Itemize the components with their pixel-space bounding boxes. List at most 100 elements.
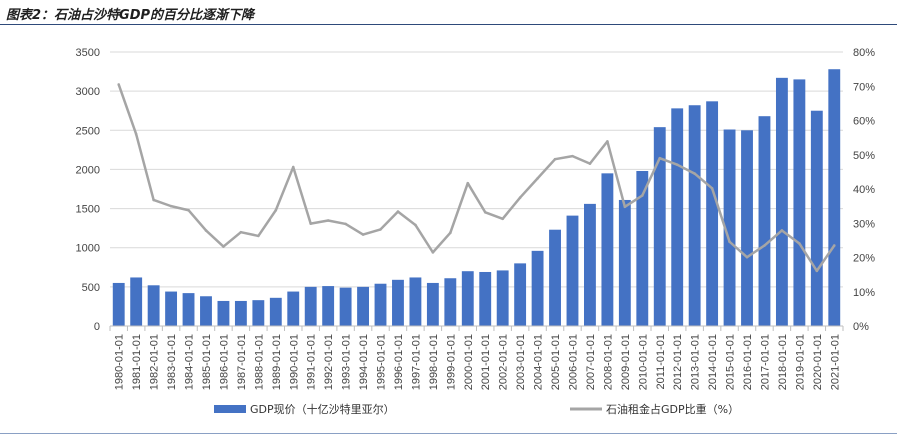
gdp-bar: [793, 79, 806, 327]
oil-rent-point: [501, 217, 504, 221]
x-tick-label: 1995-01-01: [376, 334, 388, 390]
oil-rent-point: [745, 255, 749, 259]
oil-rent-point: [553, 157, 557, 161]
left-tick-label: 500: [82, 282, 100, 294]
x-tick-label: 1980-01-01: [114, 334, 126, 390]
oil-rent-point: [222, 245, 225, 248]
left-tick-label: 3000: [76, 86, 100, 98]
x-tick-label: 1981-01-01: [131, 334, 143, 390]
gdp-bar: [706, 101, 719, 326]
gdp-bar: [147, 285, 160, 326]
oil-rent-point: [152, 198, 155, 202]
x-tick-label: 2019-01-01: [794, 334, 806, 390]
x-tick-label: 2008-01-01: [602, 334, 614, 390]
gdp-bar: [741, 130, 753, 326]
right-tick-label: 50%: [853, 150, 875, 162]
x-tick-label: 1983-01-01: [166, 334, 178, 390]
oil-rent-point: [693, 172, 696, 175]
figure-title: 图表2：石油占沙特GDP的百分比逐渐下降: [6, 8, 255, 23]
right-tick-label: 30%: [853, 218, 875, 230]
gdp-bar: [339, 287, 352, 326]
gdp-bar: [234, 300, 247, 326]
x-tick-label: 2018-01-01: [777, 334, 789, 390]
oil-rent-point: [117, 83, 121, 86]
x-tick-label: 2011-01-01: [655, 334, 667, 389]
oil-rent-point: [431, 251, 435, 254]
gridlines: [110, 51, 843, 288]
x-tick-label: 2007-01-01: [585, 334, 597, 390]
footer-divider: [0, 433, 897, 434]
gdp-bar: [200, 296, 212, 326]
x-tick-label: 1987-01-01: [236, 334, 248, 390]
x-tick-label: 2000-01-01: [463, 334, 475, 390]
oil-rent-line: [117, 83, 836, 273]
x-tick-label: 1999-01-01: [445, 334, 457, 390]
x-tick-label: 1982-01-01: [149, 334, 161, 390]
gdp-bar: [531, 250, 544, 326]
oil-rent-point: [379, 228, 382, 231]
right-tick-label: 0%: [853, 321, 869, 333]
x-axis-ticks: 1980-01-01 1981-01-01 1982-01-01 1983-01-01…: [114, 334, 842, 390]
oil-rent-point: [798, 242, 801, 245]
x-tick-label: 1988-01-01: [253, 334, 265, 390]
oil-rent-point: [239, 230, 243, 234]
oil-rent-point: [326, 219, 330, 222]
legend-label-gdp: GDP现价（十亿沙特里亚尔）: [250, 402, 395, 416]
right-tick-label: 40%: [853, 184, 875, 196]
right-tick-label: 60%: [853, 116, 875, 128]
x-tick-label: 2017-01-01: [759, 334, 771, 390]
x-tick-label: 2009-01-01: [620, 334, 632, 390]
gdp-bar: [165, 291, 178, 326]
left-tick-label: 0: [94, 321, 100, 333]
x-tick-label: 2006-01-01: [567, 334, 579, 390]
oil-rent-point: [640, 194, 644, 197]
oil-rent-point: [169, 204, 173, 208]
oil-rent-point: [483, 210, 487, 214]
gdp-bar: [444, 278, 457, 326]
gdp-bar: [269, 297, 282, 326]
x-tick-label: 2004-01-01: [533, 334, 545, 390]
gdp-bar: [130, 277, 143, 326]
gdp-bar: [479, 271, 492, 326]
x-tick-label: 1989-01-01: [271, 334, 283, 390]
x-tick-label: 2001-01-01: [480, 334, 492, 390]
gdp-bar: [304, 286, 317, 326]
legend-swatch-gdp: [214, 405, 246, 413]
oil-rent-point: [571, 154, 574, 158]
x-tick-label: 2012-01-01: [672, 334, 684, 390]
oil-rent-point: [466, 181, 470, 185]
gdp-bar: [549, 229, 561, 326]
oil-rent-point: [361, 233, 365, 236]
x-tick-label: 1991-01-01: [306, 334, 318, 390]
title-divider: [0, 24, 897, 25]
oil-rent-point: [518, 196, 522, 199]
gdp-bar: [601, 173, 614, 326]
gdp-bar: [758, 116, 771, 327]
oil-rent-point: [134, 132, 138, 136]
oil-rent-point: [344, 222, 347, 226]
oil-rent-point: [291, 165, 295, 169]
gdp-bar: [496, 270, 509, 326]
oil-rent-point: [710, 187, 714, 190]
oil-rent-point: [658, 156, 662, 160]
gdp-bar: [723, 129, 736, 326]
x-tick-label: 2002-01-01: [498, 334, 510, 390]
oil-rent-point: [815, 269, 819, 273]
oil-rent-point: [623, 205, 627, 209]
oil-rent-series-line: [117, 83, 836, 273]
gdp-bar: [810, 110, 823, 326]
gdp-bar: [409, 277, 422, 326]
gdp-bar: [217, 300, 230, 326]
oil-rent-point: [187, 208, 190, 212]
gdp-bar: [426, 282, 439, 326]
oil-rent-point: [396, 210, 400, 213]
left-axis-ticks: 0 500 1000 1500 2000 2500 3000 3500: [76, 47, 100, 333]
gdp-bar: [287, 291, 300, 326]
left-tick-label: 1000: [76, 243, 100, 255]
x-tick-label: 2005-01-01: [550, 334, 562, 390]
gdp-bar: [618, 199, 631, 326]
x-tick-label: 2021-01-01: [829, 334, 841, 390]
legend-label-oil-rent: 石油租金占GDP比重（%）: [606, 402, 739, 416]
legend: GDP现价（十亿沙特里亚尔） 石油租金占GDP比重（%）: [214, 402, 739, 416]
x-tick-label: 2016-01-01: [742, 334, 754, 390]
